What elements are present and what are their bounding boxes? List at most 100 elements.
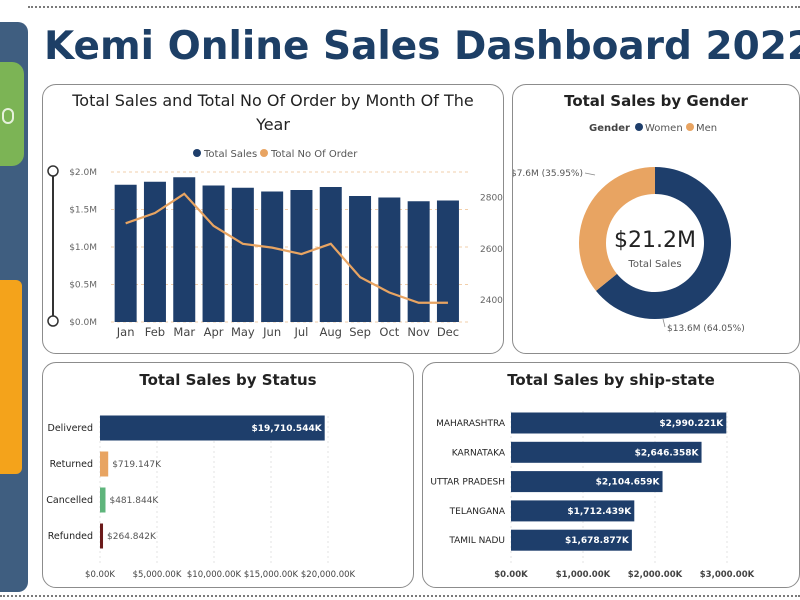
data-label: $2,990.221K (659, 419, 724, 429)
bar (100, 487, 106, 513)
bar-month (143, 181, 166, 322)
sidebar (0, 22, 28, 592)
y-tick-label: $0.5M (69, 281, 97, 291)
bar-month (114, 184, 137, 322)
bar (100, 523, 104, 549)
x-tick-label: Sep (349, 325, 371, 339)
category-label: TELANGANA (449, 507, 506, 517)
category-label: UTTAR PRADESH (430, 478, 505, 488)
home-icon (2, 108, 14, 124)
state-chart-title: Total Sales by ship-state (507, 371, 715, 389)
gender-chart-title: Total Sales by Gender (564, 92, 748, 110)
x-tick-label: May (231, 325, 255, 339)
category-label: KARNATAKA (452, 448, 506, 458)
bar-month (349, 196, 372, 322)
category-label: Refunded (48, 531, 93, 542)
x-tick-label: Jun (262, 325, 281, 339)
x-tick-label: $5,000.00K (133, 570, 182, 580)
y2-tick-label: 2800 (480, 194, 503, 204)
sidebar-highlight (0, 280, 22, 474)
x-tick-label: Feb (145, 325, 165, 339)
category-label: Returned (50, 459, 93, 470)
legend-marker-total-orders (260, 149, 268, 157)
x-tick-label: $0.00K (494, 570, 528, 580)
donut-center-value: $21.2M (614, 228, 696, 253)
x-tick-label: $10,000.00K (187, 570, 242, 580)
state-sales-chart: $0.00K $1,000.00K $2,000.00K $3,000.00K MAHA… (430, 411, 755, 580)
x-tick-label: Mar (173, 325, 195, 339)
category-label: Delivered (48, 423, 93, 434)
bar-month (436, 200, 459, 322)
top-dotted-border (28, 6, 800, 8)
x-tick-label: $0.00K (85, 570, 115, 580)
bar-month (407, 201, 430, 322)
y-tick-label: $1.5M (69, 206, 97, 216)
category-label: Cancelled (46, 495, 93, 506)
data-label: $2,646.358K (635, 448, 700, 458)
gender-sales-chart: Gender Women Men $21.2M Total Sales $13.6M (6… (513, 123, 745, 334)
legend-label-women: Women (645, 123, 683, 134)
sidebar-nav-button[interactable] (0, 62, 24, 166)
bar-month (261, 191, 284, 322)
legend-label-men: Men (696, 123, 717, 134)
range-slider-handle-top[interactable] (47, 165, 59, 177)
y-tick-label: $0.0M (69, 318, 97, 328)
data-label: $1,712.439K (567, 507, 632, 517)
bar (511, 412, 727, 434)
x-tick-label: $3,000.00K (700, 570, 755, 580)
x-tick-label: Jan (116, 325, 135, 339)
monthly-chart-title-line2: Year (256, 115, 290, 134)
women-leader-line (662, 318, 666, 328)
category-label: TAMIL NADU (448, 536, 505, 546)
bar (100, 451, 109, 477)
bar (100, 415, 325, 441)
legend-marker-total-sales (193, 149, 201, 157)
data-label: $264.842K (107, 532, 157, 542)
data-label: $1,678.877K (565, 536, 630, 546)
monthly-sales-card: Total Sales and Total No Of Order by Mon… (42, 84, 504, 354)
x-tick-label: $20,000.00K (301, 570, 356, 580)
bar-month (173, 177, 196, 322)
orders-line (125, 192, 448, 304)
category-label: MAHARASHTRA (436, 419, 506, 429)
x-tick-label: Apr (204, 325, 224, 339)
x-tick-label: Oct (379, 325, 399, 339)
bar-month (378, 197, 401, 322)
y-tick-label: $1.0M (69, 243, 97, 253)
y-tick-label: $2.0M (69, 168, 97, 178)
status-chart-title: Total Sales by Status (139, 371, 317, 389)
legend-marker-men (686, 123, 694, 131)
bottom-dotted-border (0, 595, 800, 597)
status-sales-card: Total Sales by Status $0.00K $5,000.00K $1… (42, 362, 414, 588)
page-title: Kemi Online Sales Dashboard 2022 (44, 24, 800, 69)
donut-center-label: Total Sales (627, 259, 681, 270)
legend-title: Gender (589, 123, 630, 134)
bar-month (319, 187, 342, 322)
y2-tick-label: 2400 (480, 296, 503, 306)
bar-month (202, 185, 225, 322)
data-label: $719.147K (112, 460, 162, 470)
x-tick-label: $15,000.00K (244, 570, 299, 580)
gender-sales-card: Total Sales by Gender Gender Women Men $21.… (512, 84, 800, 354)
bar-month (290, 190, 313, 322)
range-slider-handle-bottom[interactable] (47, 315, 59, 327)
bar (511, 529, 632, 551)
donut-slice-men (579, 167, 655, 291)
men-leader-line (584, 172, 596, 176)
women-data-label: $13.6M (64.05%) (667, 324, 745, 334)
bar (511, 500, 635, 522)
x-tick-label: Dec (437, 325, 459, 339)
x-tick-label: Aug (320, 325, 342, 339)
x-tick-label: $1,000.00K (556, 570, 611, 580)
data-label: $481.844K (109, 496, 159, 506)
x-tick-label: $2,000.00K (628, 570, 683, 580)
x-tick-label: Jul (294, 325, 309, 339)
bar-month (231, 187, 254, 322)
legend-marker-women (635, 123, 643, 131)
x-tick-label: Nov (407, 325, 430, 339)
bar (511, 441, 702, 463)
legend-label-total-orders: Total No Of Order (270, 149, 358, 160)
data-label: $2,104.659K (596, 478, 661, 488)
y2-tick-label: 2600 (480, 245, 503, 255)
bar (511, 471, 663, 493)
